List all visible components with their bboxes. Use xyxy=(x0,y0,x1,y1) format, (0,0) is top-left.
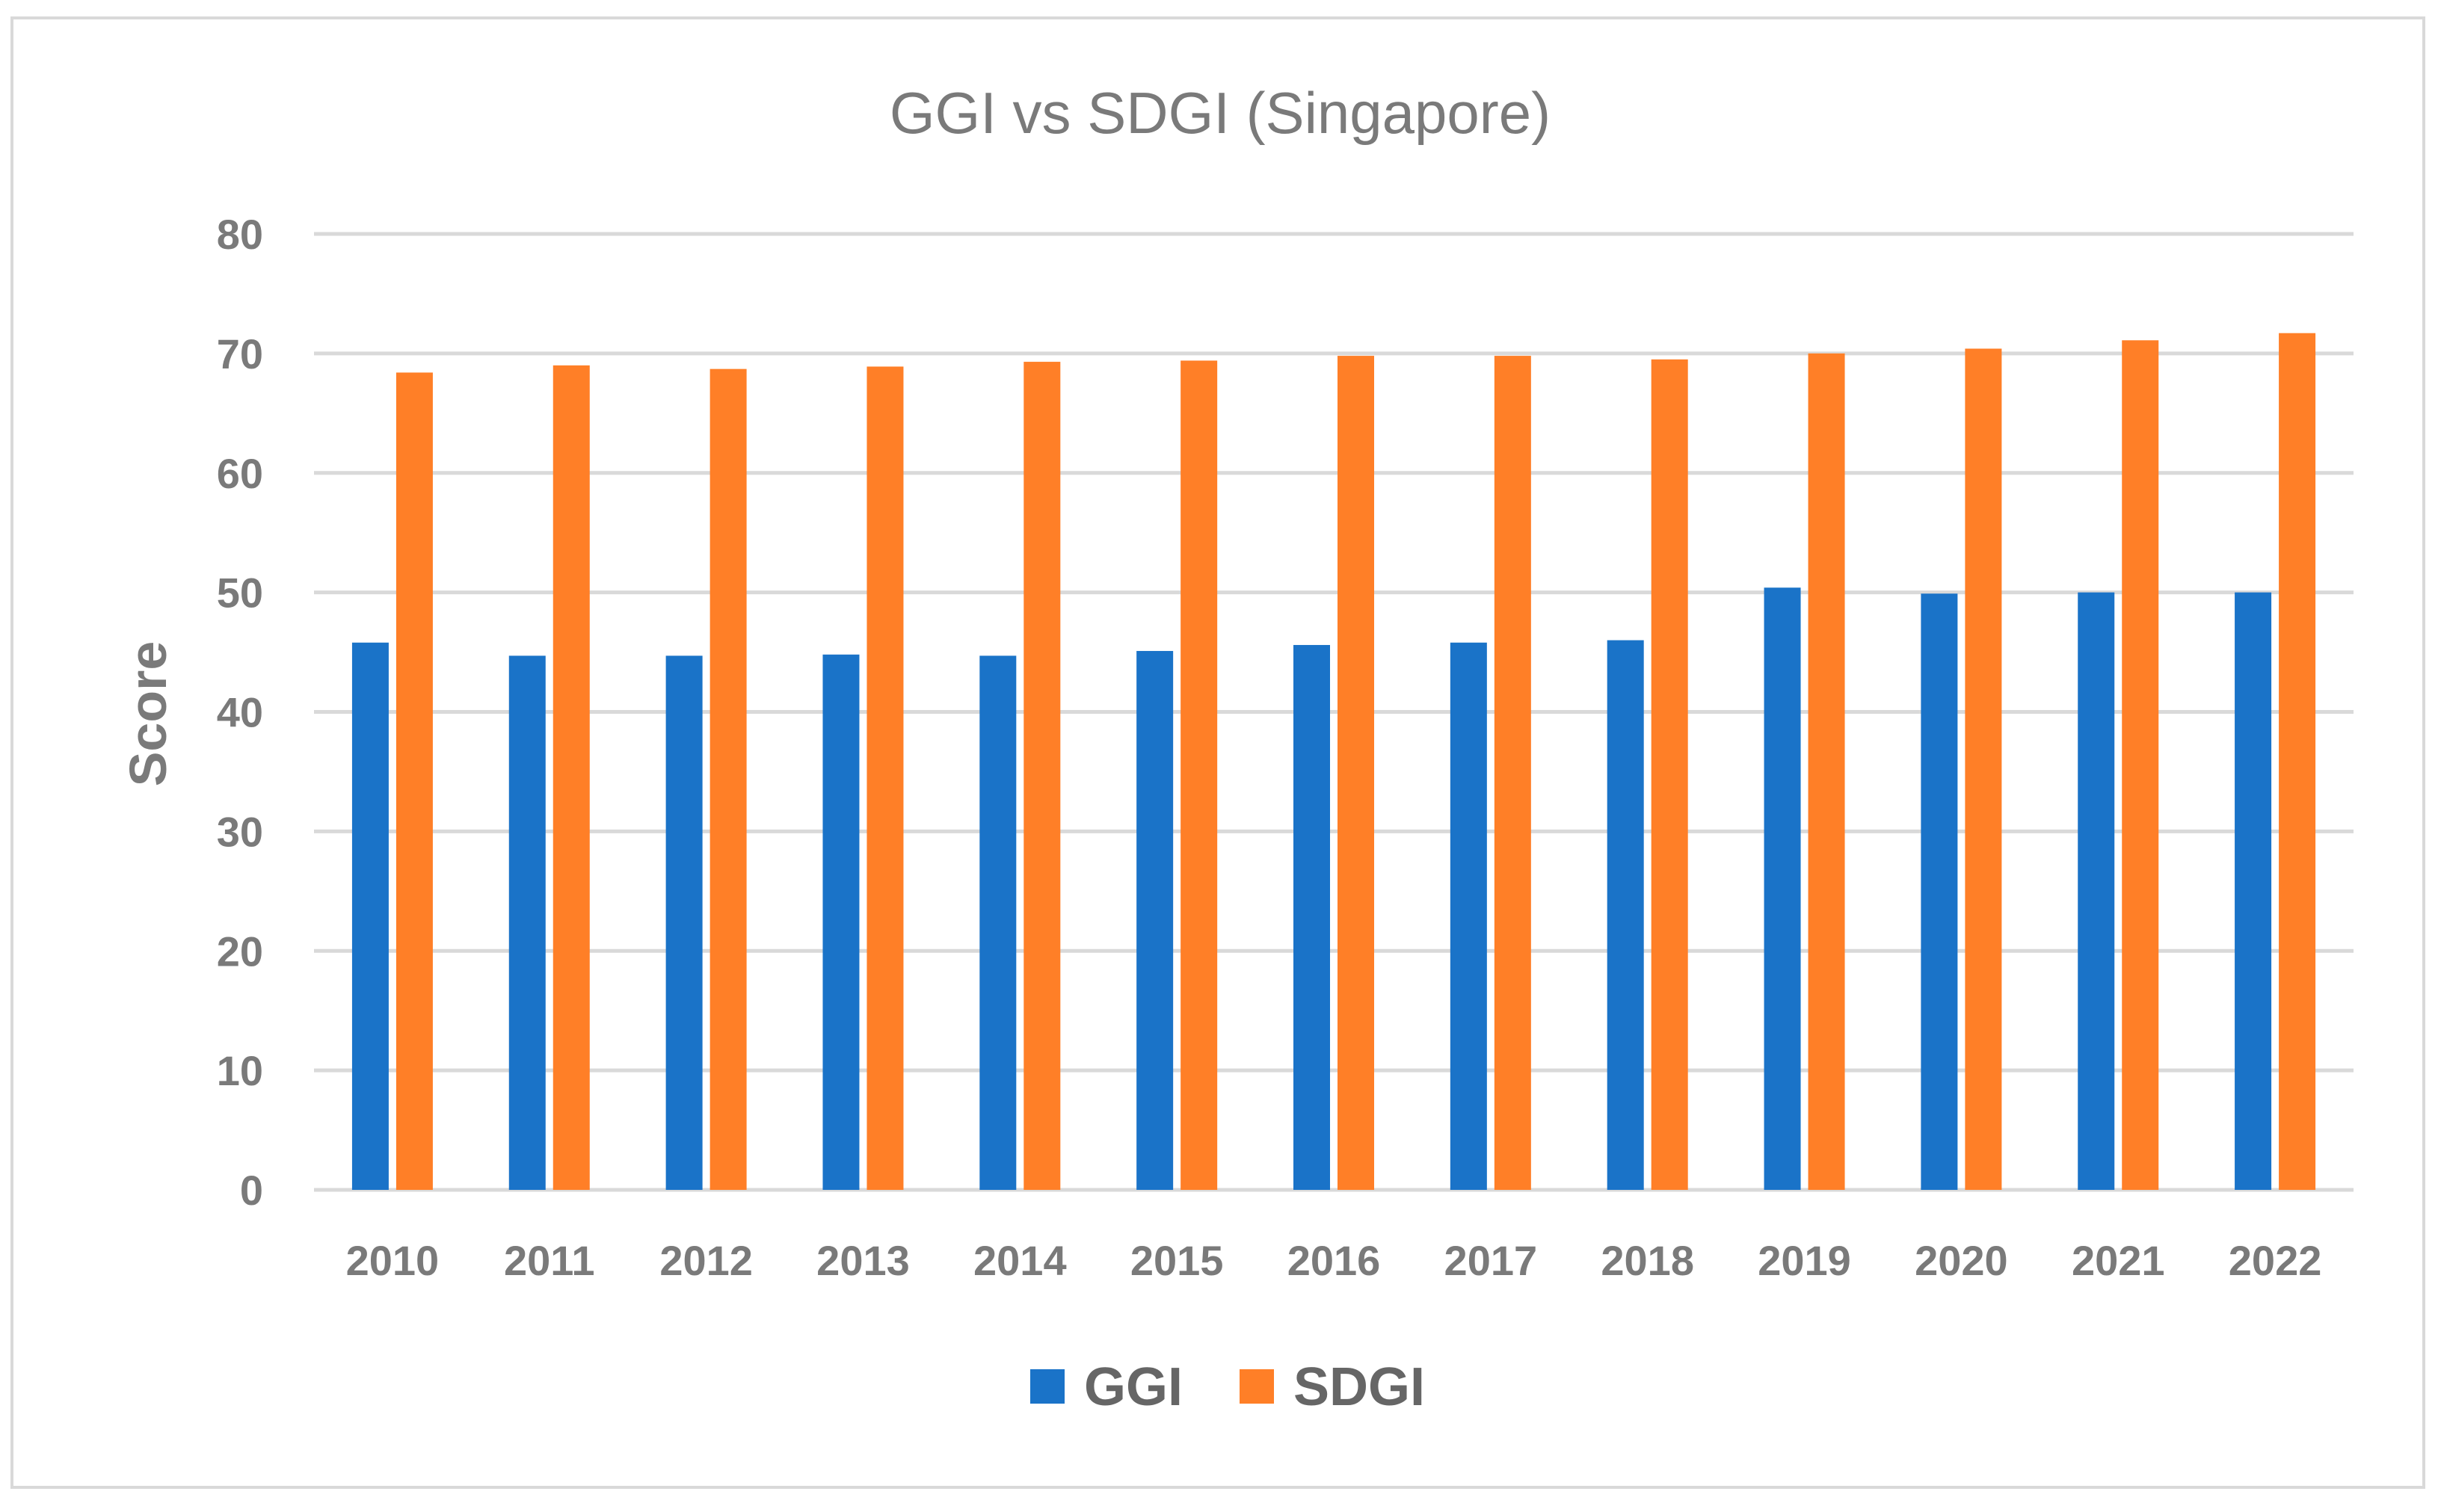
bar-ggi-2022 xyxy=(2235,592,2272,1190)
bar-ggi-2021 xyxy=(2078,592,2115,1190)
y-tick-label: 30 xyxy=(217,808,263,855)
bar-ggi-2015 xyxy=(1136,650,1174,1190)
x-tick-label: 2015 xyxy=(1130,1237,1224,1284)
legend-swatch-sdgi xyxy=(1240,1369,1274,1404)
bar-sdgi-2016 xyxy=(1338,356,1374,1190)
bar-ggi-2010 xyxy=(351,642,389,1190)
bar-sdgi-2014 xyxy=(1024,362,1061,1190)
y-axis-ticks: 0 10 20 30 40 50 60 70 80 xyxy=(217,211,263,1214)
bars xyxy=(351,333,2316,1191)
x-tick-label: 2014 xyxy=(973,1237,1067,1284)
bar-ggi-2020 xyxy=(1921,593,1958,1190)
x-tick-label: 2017 xyxy=(1444,1237,1538,1284)
bar-ggi-2011 xyxy=(508,655,546,1190)
bar-ggi-2013 xyxy=(822,654,860,1190)
y-tick-label: 40 xyxy=(217,689,263,736)
bar-sdgi-2013 xyxy=(866,366,904,1191)
bar-sdgi-2017 xyxy=(1494,356,1531,1190)
bar-ggi-2012 xyxy=(665,655,703,1190)
bar-ggi-2018 xyxy=(1607,640,1644,1190)
x-tick-label: 2022 xyxy=(2229,1237,2322,1284)
bar-sdgi-2022 xyxy=(2279,333,2316,1190)
bar-sdgi-2012 xyxy=(709,368,747,1191)
bar-sdgi-2010 xyxy=(395,372,433,1191)
y-tick-label: 60 xyxy=(217,450,263,497)
x-tick-label: 2013 xyxy=(816,1237,910,1284)
bar-ggi-2016 xyxy=(1293,644,1330,1190)
y-tick-label: 80 xyxy=(217,211,263,258)
legend: GGI SDGI xyxy=(1030,1357,1425,1417)
bar-sdgi-2019 xyxy=(1808,353,1845,1190)
y-tick-label: 10 xyxy=(217,1047,263,1094)
legend-label-sdgi: SDGI xyxy=(1293,1357,1425,1417)
x-tick-label: 2018 xyxy=(1601,1237,1694,1284)
y-axis-title: Score xyxy=(119,641,177,787)
legend-swatch-ggi xyxy=(1030,1369,1065,1404)
bar-ggi-2014 xyxy=(979,655,1017,1190)
y-tick-label: 20 xyxy=(217,928,263,975)
x-tick-label: 2010 xyxy=(346,1237,440,1284)
bar-sdgi-2020 xyxy=(1965,348,2002,1191)
legend-label-ggi: GGI xyxy=(1084,1357,1183,1417)
bar-sdgi-2011 xyxy=(552,365,590,1190)
x-tick-label: 2021 xyxy=(2072,1237,2165,1284)
gridlines xyxy=(314,232,2354,1192)
x-tick-label: 2019 xyxy=(1758,1237,1851,1284)
x-tick-label: 2011 xyxy=(504,1237,595,1284)
x-tick-label: 2012 xyxy=(659,1237,753,1284)
x-tick-label: 2020 xyxy=(1915,1237,2008,1284)
x-axis-ticks: 2010 2011 2012 2013 2014 2015 2016 2017 2018 2019… xyxy=(346,1237,2322,1284)
x-tick-label: 2016 xyxy=(1287,1237,1381,1284)
y-tick-label: 70 xyxy=(217,330,263,377)
y-tick-label: 50 xyxy=(217,570,263,617)
bar-sdgi-2021 xyxy=(2122,340,2159,1190)
bar-sdgi-2015 xyxy=(1181,360,1218,1190)
chart-title: GGI vs SDGI (Singapore) xyxy=(890,80,1551,146)
bar-ggi-2017 xyxy=(1450,642,1487,1190)
y-tick-label: 0 xyxy=(240,1167,263,1214)
bar-ggi-2019 xyxy=(1764,587,1801,1190)
bar-sdgi-2018 xyxy=(1651,359,1688,1190)
